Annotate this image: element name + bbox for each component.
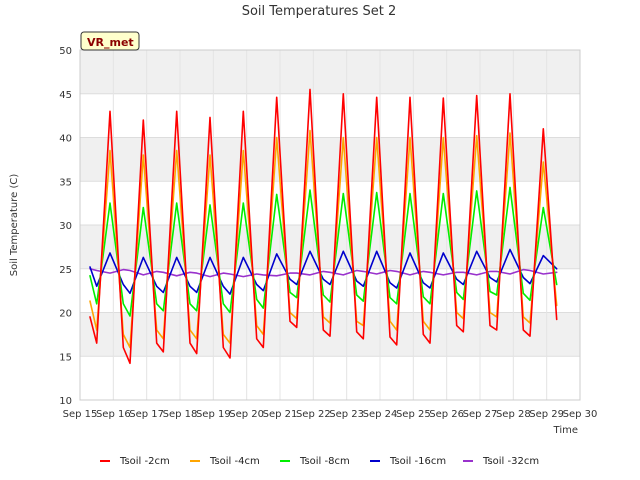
chart-title: Soil Temperatures Set 2 (242, 4, 397, 19)
station-badge: VR_met (80, 31, 140, 51)
x-tick-label: Sep 26 (429, 409, 464, 420)
y-tick-label: 10 (59, 396, 72, 407)
legend-label: Tsoil -16cm (389, 456, 446, 467)
x-tick-label: Sep 21 (263, 409, 298, 420)
legend-label: Tsoil -2cm (119, 456, 170, 467)
series-line-tsoil-16cm (89, 248, 558, 295)
x-tick-label: Sep 20 (229, 409, 264, 420)
x-tick-label: Sep 30 (563, 409, 598, 420)
plot-band (80, 137, 580, 182)
x-tick-label: Sep 19 (196, 409, 231, 420)
x-tick-label: Sep 16 (96, 409, 131, 420)
legend: Tsoil -2cm Tsoil -4cm Tsoil -8cm Tsoil -16c… (100, 456, 539, 467)
y-axis-label: Soil Temperature (C) (9, 174, 20, 277)
y-tick-label: 45 (59, 90, 72, 101)
series-line-tsoil-8cm (89, 186, 558, 317)
y-tick-label: 25 (59, 265, 72, 276)
y-tick-labels: 10 15 20 25 30 35 40 45 50 (59, 46, 72, 407)
x-tick-label: Sep 23 (329, 409, 364, 420)
x-tick-label: Sep 15 (63, 409, 98, 420)
x-tick-label: Sep 28 (496, 409, 531, 420)
station-badge-label: VR_met (87, 36, 134, 49)
plot-band (80, 225, 580, 269)
x-tick-label: Sep 27 (463, 409, 498, 420)
plot-frame (79, 49, 581, 401)
station-badge-box (80, 31, 140, 51)
y-tick-label: 15 (59, 352, 72, 363)
axes (79, 49, 581, 401)
x-tick-label: Sep 18 (163, 409, 198, 420)
series-lines (89, 88, 558, 365)
series-line-tsoil-32cm (89, 267, 558, 278)
x-tick-label: Sep 24 (363, 409, 398, 420)
plot-band (80, 50, 580, 94)
legend-label: Tsoil -32cm (482, 456, 539, 467)
x-tick-label: Sep 22 (296, 409, 331, 420)
y-tick-label: 50 (59, 46, 72, 57)
y-tick-label: 30 (59, 221, 72, 232)
y-tick-label: 40 (59, 134, 72, 145)
x-tick-label: Sep 25 (396, 409, 431, 420)
y-tick-label: 35 (59, 177, 72, 188)
series-line-tsoil-2cm (89, 88, 558, 365)
x-tick-label: Sep 17 (129, 409, 164, 420)
legend-label: Tsoil -4cm (209, 456, 260, 467)
x-axis-label: Time (553, 425, 578, 436)
y-tick-label: 20 (59, 309, 72, 320)
x-tick-label: Sep 29 (529, 409, 564, 420)
legend-label: Tsoil -8cm (299, 456, 350, 467)
